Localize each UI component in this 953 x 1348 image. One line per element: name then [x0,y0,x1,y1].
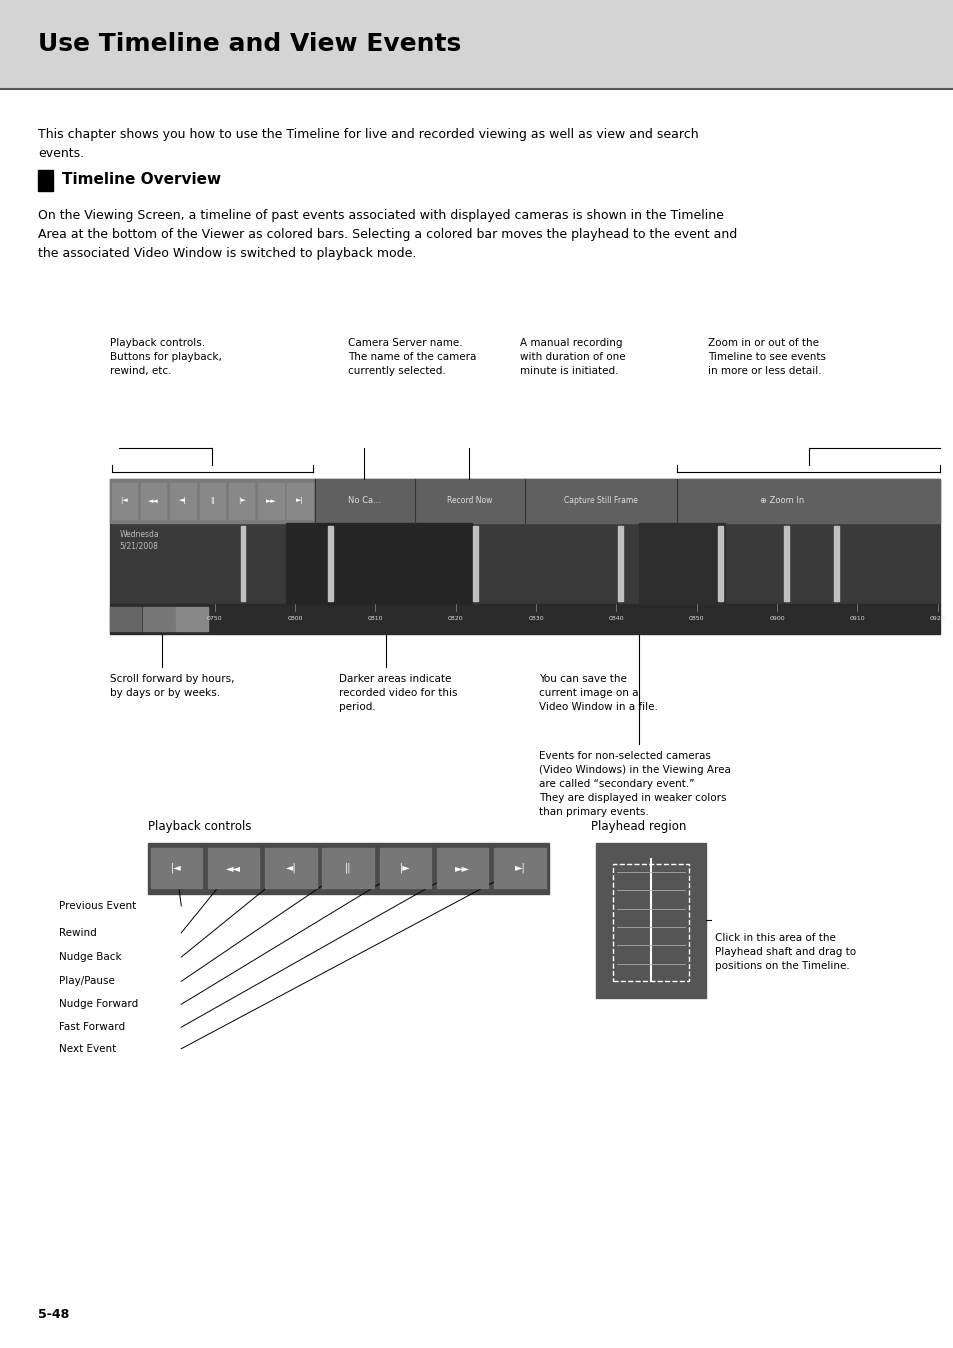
Text: ►|: ►| [296,497,304,504]
Bar [524,479,677,523]
Bar [110,604,939,634]
Bar [258,483,283,519]
Text: |◄: |◄ [171,863,182,874]
Bar [141,483,166,519]
Bar [328,526,333,601]
Text: 0820: 0820 [447,616,463,621]
Bar [110,479,314,523]
Bar [265,848,316,888]
Bar [717,526,721,601]
Bar [170,483,195,519]
Text: ||: || [210,497,214,504]
Text: |►: |► [237,497,245,504]
Text: ►|: ►| [514,863,525,874]
Text: 5-48: 5-48 [38,1308,70,1321]
Bar [783,526,788,601]
Text: |◄: |◄ [120,497,128,504]
Text: 0840: 0840 [608,616,623,621]
Text: ►►: ►► [265,497,276,504]
Text: ◄|: ◄| [179,497,187,504]
Text: Scroll forward by hours,
by days or by weeks.: Scroll forward by hours, by days or by w… [110,674,234,698]
Text: This chapter shows you how to use the Timeline for live and recorded viewing as : This chapter shows you how to use the Ti… [38,128,698,160]
Text: Click in this area of the
Playhead shaft and drag to
positions on the Timeline.: Click in this area of the Playhead shaft… [715,933,856,972]
Bar [379,848,431,888]
Bar [322,848,374,888]
Text: Nudge Forward: Nudge Forward [59,999,138,1010]
Bar [596,842,705,998]
Bar [148,842,548,894]
Text: 0800: 0800 [287,616,302,621]
Text: |►: |► [399,863,411,874]
Bar [143,607,174,631]
Bar [639,523,724,604]
Text: ►►: ►► [455,863,470,874]
Text: Camera Server name.
The name of the camera
currently selected.: Camera Server name. The name of the came… [348,338,476,376]
Bar [833,526,838,601]
Text: Playback controls: Playback controls [148,820,251,833]
Text: 0850: 0850 [688,616,703,621]
Text: 0910: 0910 [849,616,864,621]
Bar [494,848,545,888]
Bar [618,526,622,601]
Text: Rewind: Rewind [59,927,97,938]
Bar [208,848,259,888]
Text: Previous Event: Previous Event [59,900,136,911]
Bar [240,526,245,601]
Text: Capture Still Frame: Capture Still Frame [563,496,638,506]
Text: You can save the
current image on a
Video Window in a file.: You can save the current image on a Vide… [538,674,658,712]
Text: ◄◄: ◄◄ [226,863,241,874]
Text: Wednesda
5/21/2008: Wednesda 5/21/2008 [119,530,159,550]
Bar [314,479,415,523]
Text: Record Now: Record Now [447,496,492,506]
Bar [151,848,202,888]
Text: 0750: 0750 [207,616,222,621]
Bar [38,170,53,191]
Text: ⊕ Zoom In: ⊕ Zoom In [760,496,803,506]
Bar [677,479,939,523]
Bar [110,607,141,631]
Bar [229,483,254,519]
Bar [436,848,488,888]
Bar [613,864,688,981]
Text: Darker areas indicate
recorded video for this
period.: Darker areas indicate recorded video for… [338,674,456,712]
Text: Playhead region: Playhead region [591,820,686,833]
Bar [0,0,953,88]
Bar [110,523,939,604]
Bar [473,526,477,601]
Text: Next Event: Next Event [59,1043,116,1054]
Bar [110,479,939,523]
Text: Timeline Overview: Timeline Overview [62,171,221,187]
Text: ◄◄: ◄◄ [148,497,159,504]
Text: Nudge Back: Nudge Back [59,952,122,962]
Text: Zoom in or out of the
Timeline to see events
in more or less detail.: Zoom in or out of the Timeline to see ev… [707,338,825,376]
Text: 0920: 0920 [929,616,944,621]
Text: A manual recording
with duration of one
minute is initiated.: A manual recording with duration of one … [519,338,625,376]
Bar [199,483,225,519]
Bar [415,479,524,523]
Text: Events for non-selected cameras
(Video Windows) in the Viewing Area
are called “: Events for non-selected cameras (Video W… [538,751,730,817]
Bar [112,483,137,519]
Text: On the Viewing Screen, a timeline of past events associated with displayed camer: On the Viewing Screen, a timeline of pas… [38,209,737,260]
Bar [287,483,313,519]
Text: ||: || [345,863,351,874]
Text: 0900: 0900 [768,616,784,621]
Bar [176,607,208,631]
Text: 0810: 0810 [367,616,383,621]
Text: 0830: 0830 [528,616,543,621]
Text: Fast Forward: Fast Forward [59,1022,125,1033]
Text: No Ca...: No Ca... [348,496,380,506]
Text: ◄|: ◄| [285,863,296,874]
Text: Play/Pause: Play/Pause [59,976,115,987]
Text: Use Timeline and View Events: Use Timeline and View Events [38,32,461,57]
Bar [286,523,472,604]
Text: Playback controls.
Buttons for playback,
rewind, etc.: Playback controls. Buttons for playback,… [110,338,221,376]
